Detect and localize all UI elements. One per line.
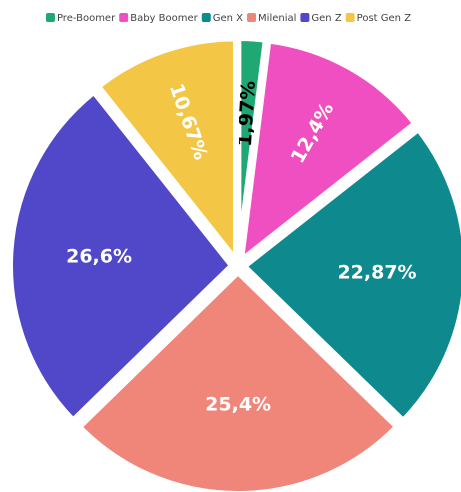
legend-label: Post Gen Z <box>357 13 412 24</box>
legend-swatch <box>247 13 257 22</box>
legend-label: Gen Z <box>311 13 341 24</box>
legend-label: Milenial <box>258 13 296 24</box>
pie-slice <box>94 35 240 264</box>
pie-slice <box>240 125 461 425</box>
legend-swatch <box>119 13 129 22</box>
legend-swatch <box>300 13 310 22</box>
legend-label: Pre-Boomer <box>57 13 116 24</box>
legend-swatch <box>345 13 355 22</box>
pie-slice <box>237 37 419 264</box>
data-label: 26,6% <box>66 246 132 268</box>
legend-swatch <box>45 13 55 22</box>
legend-swatch <box>201 13 211 22</box>
pie-slice <box>76 269 401 492</box>
pie-slice <box>7 88 236 424</box>
legend-label: Gen X <box>213 13 243 24</box>
data-label: 25,4% <box>205 394 271 416</box>
legend-label: Baby Boomer <box>130 13 198 24</box>
data-label: 22,87% <box>337 262 416 284</box>
legend: Pre-Boomer Baby Boomer Gen X Milenial Gen Z P… <box>45 13 412 24</box>
